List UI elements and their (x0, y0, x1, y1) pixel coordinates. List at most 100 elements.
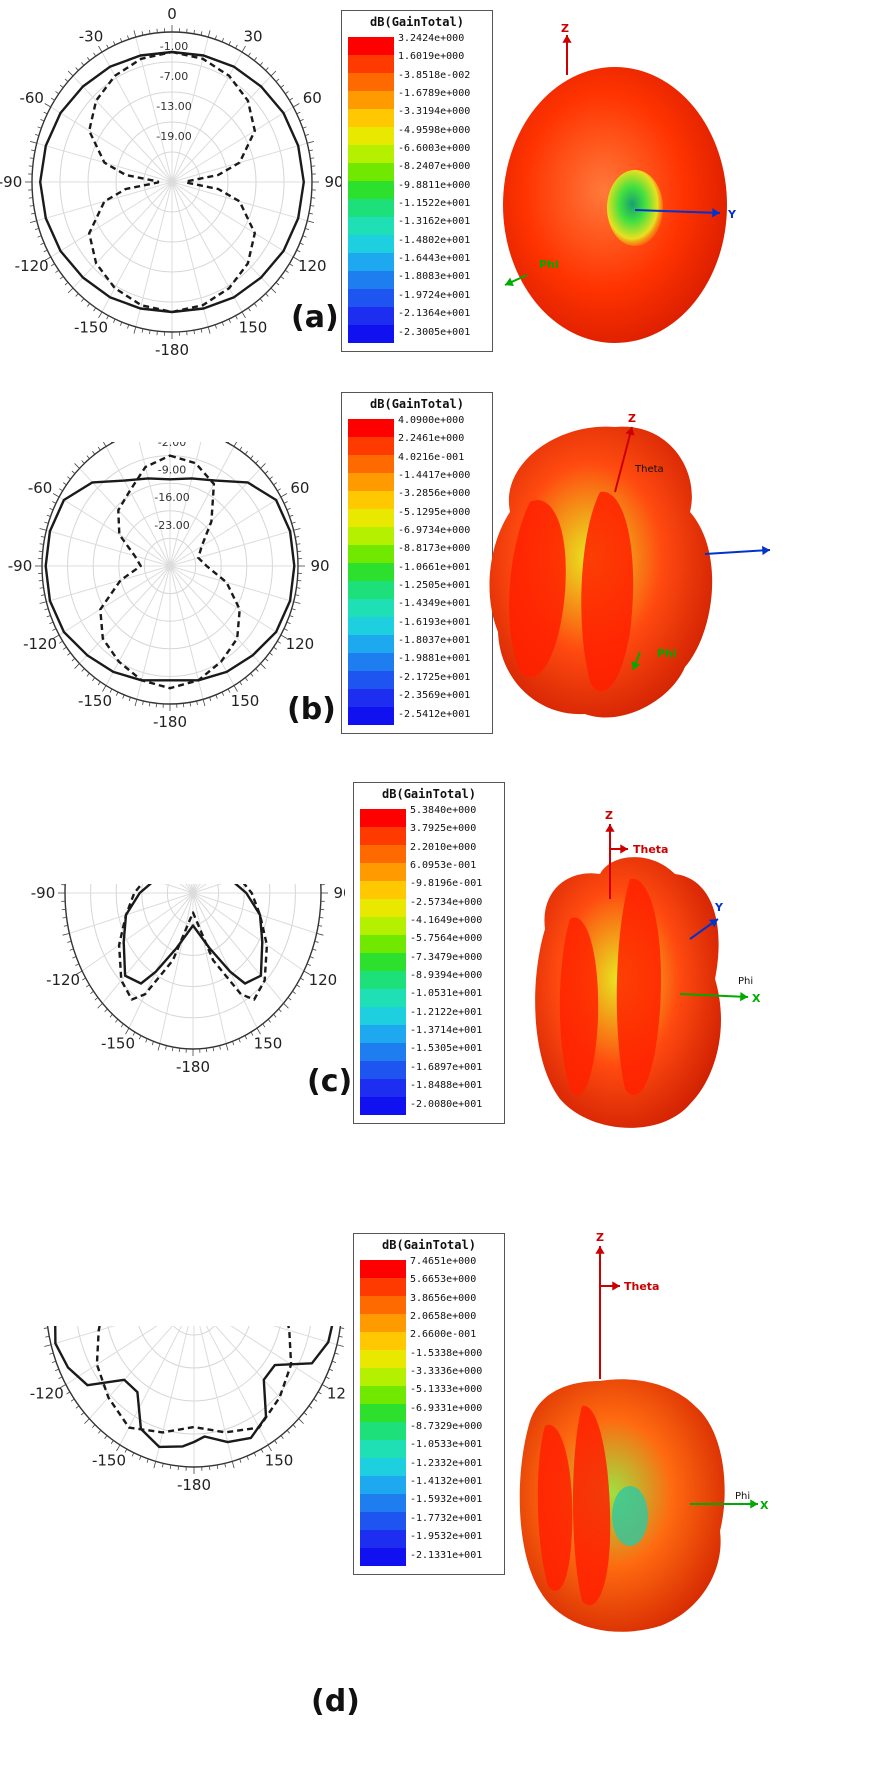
series-solid (54, 1326, 334, 1449)
tick-mark (92, 450, 96, 455)
color-swatch (360, 881, 406, 899)
tick-mark (58, 1376, 63, 1380)
grid-spoke (171, 181, 294, 258)
tick-mark (157, 1043, 161, 1051)
pattern-lobe (581, 491, 634, 692)
grid-spoke (199, 1326, 233, 1462)
color-swatch (348, 545, 394, 563)
tick-mark (142, 700, 144, 705)
tick-mark (278, 1008, 282, 1013)
grid-spoke (135, 181, 173, 328)
tick-mark (318, 925, 323, 927)
tick-mark (34, 227, 39, 230)
tick-mark (267, 1018, 271, 1023)
tick-mark (293, 103, 300, 108)
tick-mark (91, 1424, 96, 1428)
tick-mark (62, 482, 67, 486)
axis-arrow (762, 545, 770, 556)
color-swatch (348, 491, 394, 509)
legend-value: 3.8656e+000 (410, 1292, 477, 1304)
tick-mark (336, 1344, 344, 1347)
color-swatch (348, 671, 394, 689)
legend-value: -9.8196e-001 (410, 878, 483, 890)
tick-mark (260, 1448, 264, 1453)
grid-spoke (169, 565, 294, 603)
legend-value: -1.5338e+000 (410, 1347, 483, 1359)
tick-mark (40, 594, 45, 596)
tick-mark (52, 628, 57, 631)
grid-spoke (214, 1326, 300, 1420)
color-swatch (360, 1350, 406, 1368)
tick-mark (296, 984, 301, 988)
legend-value: -1.5305e+001 (410, 1043, 483, 1055)
series-solid (122, 884, 264, 985)
tick-mark (44, 1344, 52, 1347)
tick-mark (59, 1384, 67, 1389)
tick-mark (67, 476, 71, 480)
grid-spoke (138, 442, 171, 567)
legend-values-b: 4.0900e+000 2.2461e+000 4.0216e-001 -1.4417… (398, 415, 490, 727)
tick-mark (292, 1424, 297, 1428)
tick-mark (74, 463, 80, 469)
tick-mark (59, 640, 63, 644)
tick-mark (306, 963, 311, 966)
color-swatch (348, 563, 394, 581)
tick-mark (296, 111, 301, 115)
tick-mark (224, 1463, 226, 1468)
tick-mark (273, 646, 278, 650)
tick-mark (106, 315, 109, 320)
radiation-3d-a: Z Y Phi (503, 22, 737, 343)
legend-value: -8.8173e+000 (398, 543, 471, 555)
tick-mark (244, 450, 248, 455)
tick-mark (270, 70, 277, 77)
legend-value: -1.6897e+001 (410, 1061, 483, 1073)
grid-spoke (50, 181, 173, 258)
grid-spoke (171, 106, 294, 183)
tick-mark (207, 30, 211, 38)
color-swatch (348, 473, 394, 491)
tick-mark (221, 691, 225, 696)
color-swatch (360, 989, 406, 1007)
grid-spoke (46, 565, 171, 603)
tick-mark (299, 242, 304, 246)
legend-value: 2.2010e+000 (410, 841, 477, 853)
tick-mark (44, 608, 49, 611)
angle-tick-label: -150 (78, 692, 112, 710)
tick-mark (280, 276, 285, 280)
grid-spoke (81, 892, 194, 972)
legend-value: 1.6019e+000 (398, 51, 465, 63)
legend-value: 5.6653e+000 (410, 1274, 477, 1286)
polar-plot-b: 0306090120150-180-150-120-90-60-30-2.00-… (8, 442, 330, 731)
angle-tick-label: 150 (231, 692, 260, 710)
tick-mark (59, 84, 64, 88)
tick-mark (277, 488, 281, 492)
tick-mark (87, 303, 91, 307)
tick-mark (67, 70, 74, 77)
legend-value: 5.3840e+000 (410, 805, 477, 816)
grid-spoke (171, 36, 209, 183)
legend-value: -4.1649e+000 (410, 915, 483, 927)
color-swatch (360, 1494, 406, 1512)
tick-mark (317, 1391, 322, 1395)
tick-mark (300, 977, 304, 981)
tick-mark (85, 984, 90, 988)
tick-mark (122, 694, 125, 699)
tick-mark (66, 1391, 71, 1395)
legend-value: -1.6443e+001 (398, 253, 471, 265)
polar-group: 0 30 60 90 120 150 -180 -150 -120 -90 -60 -30 -1.00 -… (0, 5, 344, 359)
tick-mark (283, 1003, 289, 1009)
tick-mark (120, 1023, 124, 1028)
radiation-3d-b: Z Theta Phi (489, 412, 771, 718)
grid-spoke (169, 446, 235, 567)
tick-mark (148, 702, 151, 707)
tick-mark (75, 970, 83, 975)
legend-value: -1.0533e+001 (410, 1439, 483, 1451)
legend-value: -1.8083e+001 (398, 271, 471, 283)
tick-mark (149, 330, 151, 335)
tick-mark (321, 1384, 329, 1389)
grid-spoke (79, 565, 171, 664)
tick-mark (39, 587, 44, 589)
tick-mark (219, 1045, 221, 1050)
color-swatch (360, 899, 406, 917)
axis-label: Z (605, 809, 613, 822)
